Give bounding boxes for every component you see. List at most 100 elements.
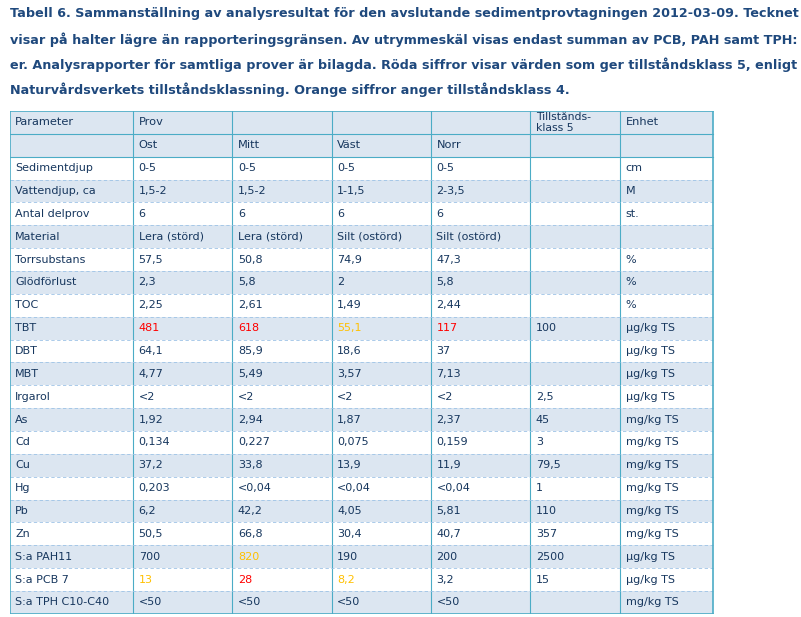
Text: 1,92: 1,92 — [139, 415, 163, 424]
Text: 5,49: 5,49 — [238, 369, 263, 379]
Bar — [10, 248, 133, 271]
Text: S:a TPH C10-C40: S:a TPH C10-C40 — [15, 597, 109, 608]
Bar — [332, 157, 431, 180]
Text: 1-1,5: 1-1,5 — [337, 186, 366, 196]
Bar — [232, 477, 332, 500]
Bar — [332, 477, 431, 500]
Bar — [232, 523, 332, 545]
Text: 0-5: 0-5 — [437, 164, 454, 173]
Text: 45: 45 — [536, 415, 549, 424]
Bar — [530, 271, 620, 294]
Text: mg/kg TS: mg/kg TS — [626, 437, 678, 447]
Bar — [431, 523, 530, 545]
Bar — [10, 157, 133, 180]
Text: er. Analysrapporter för samtliga prover är bilagda. Röda siffror visar värden so: er. Analysrapporter för samtliga prover … — [10, 57, 797, 72]
Text: Vattendjup, ca: Vattendjup, ca — [15, 186, 96, 196]
Text: 2,3: 2,3 — [139, 278, 156, 288]
Bar — [10, 431, 133, 454]
Text: Hg: Hg — [15, 483, 30, 493]
Bar — [332, 271, 431, 294]
Bar — [620, 386, 713, 408]
Bar — [332, 294, 431, 317]
Bar — [133, 157, 232, 180]
Bar — [431, 202, 530, 225]
Bar — [530, 157, 620, 180]
Text: 0,203: 0,203 — [139, 483, 171, 493]
Bar — [620, 248, 713, 271]
Bar — [133, 317, 232, 339]
Bar — [431, 271, 530, 294]
Text: 74,9: 74,9 — [337, 255, 362, 265]
Text: 0,227: 0,227 — [238, 437, 270, 447]
Bar — [431, 180, 530, 202]
Bar — [530, 339, 620, 362]
Bar — [620, 568, 713, 591]
Text: TBT: TBT — [15, 323, 36, 333]
Text: 37: 37 — [437, 346, 451, 356]
Bar — [431, 157, 530, 180]
Bar — [133, 180, 232, 202]
Bar — [332, 225, 431, 248]
Text: 0,134: 0,134 — [139, 437, 171, 447]
Bar — [431, 568, 530, 591]
Text: 5,8: 5,8 — [437, 278, 454, 288]
Text: 0-5: 0-5 — [139, 164, 157, 173]
Bar — [332, 202, 431, 225]
Text: 3,2: 3,2 — [437, 574, 454, 585]
Text: 5,81: 5,81 — [437, 506, 461, 516]
Bar — [431, 362, 530, 386]
Bar — [620, 500, 713, 523]
Bar — [530, 408, 620, 431]
Text: MBT: MBT — [15, 369, 39, 379]
Text: mg/kg TS: mg/kg TS — [626, 506, 678, 516]
Bar — [10, 591, 133, 614]
Text: 55,1: 55,1 — [337, 323, 362, 333]
Bar — [530, 454, 620, 477]
Bar — [133, 477, 232, 500]
Bar — [620, 339, 713, 362]
Text: µg/kg TS: µg/kg TS — [626, 552, 674, 561]
Bar — [332, 317, 431, 339]
Text: Cd: Cd — [15, 437, 30, 447]
Text: 700: 700 — [139, 552, 159, 561]
Text: µg/kg TS: µg/kg TS — [626, 574, 674, 585]
Bar — [232, 317, 332, 339]
Bar — [10, 202, 133, 225]
Text: 3,57: 3,57 — [337, 369, 362, 379]
Bar — [232, 545, 332, 568]
Bar — [530, 362, 620, 386]
Text: mg/kg TS: mg/kg TS — [626, 529, 678, 539]
Text: %: % — [626, 278, 636, 288]
Text: µg/kg TS: µg/kg TS — [626, 346, 674, 356]
Bar — [133, 271, 232, 294]
Text: 2-3,5: 2-3,5 — [437, 186, 465, 196]
Bar — [133, 408, 232, 431]
Bar — [431, 500, 530, 523]
Text: 2,61: 2,61 — [238, 300, 263, 310]
Bar — [620, 294, 713, 317]
Text: <2: <2 — [437, 392, 453, 402]
Text: Prov: Prov — [139, 117, 163, 128]
Bar — [332, 134, 431, 157]
Text: TOC: TOC — [15, 300, 38, 310]
Bar — [232, 202, 332, 225]
Bar — [232, 591, 332, 614]
Bar — [10, 271, 133, 294]
Bar — [133, 431, 232, 454]
Bar — [530, 248, 620, 271]
Text: mg/kg TS: mg/kg TS — [626, 483, 678, 493]
Text: mg/kg TS: mg/kg TS — [626, 460, 678, 470]
Bar — [10, 180, 133, 202]
Text: 2,5: 2,5 — [536, 392, 553, 402]
Bar — [133, 362, 232, 386]
Text: 50,8: 50,8 — [238, 255, 263, 265]
Text: Material: Material — [15, 232, 61, 242]
Text: 1: 1 — [536, 483, 543, 493]
Text: <2: <2 — [337, 392, 353, 402]
Text: <50: <50 — [437, 597, 460, 608]
Bar — [620, 591, 713, 614]
Text: 3: 3 — [536, 437, 543, 447]
Bar — [530, 591, 620, 614]
Text: Ost: Ost — [139, 140, 158, 151]
Text: <0,04: <0,04 — [337, 483, 371, 493]
